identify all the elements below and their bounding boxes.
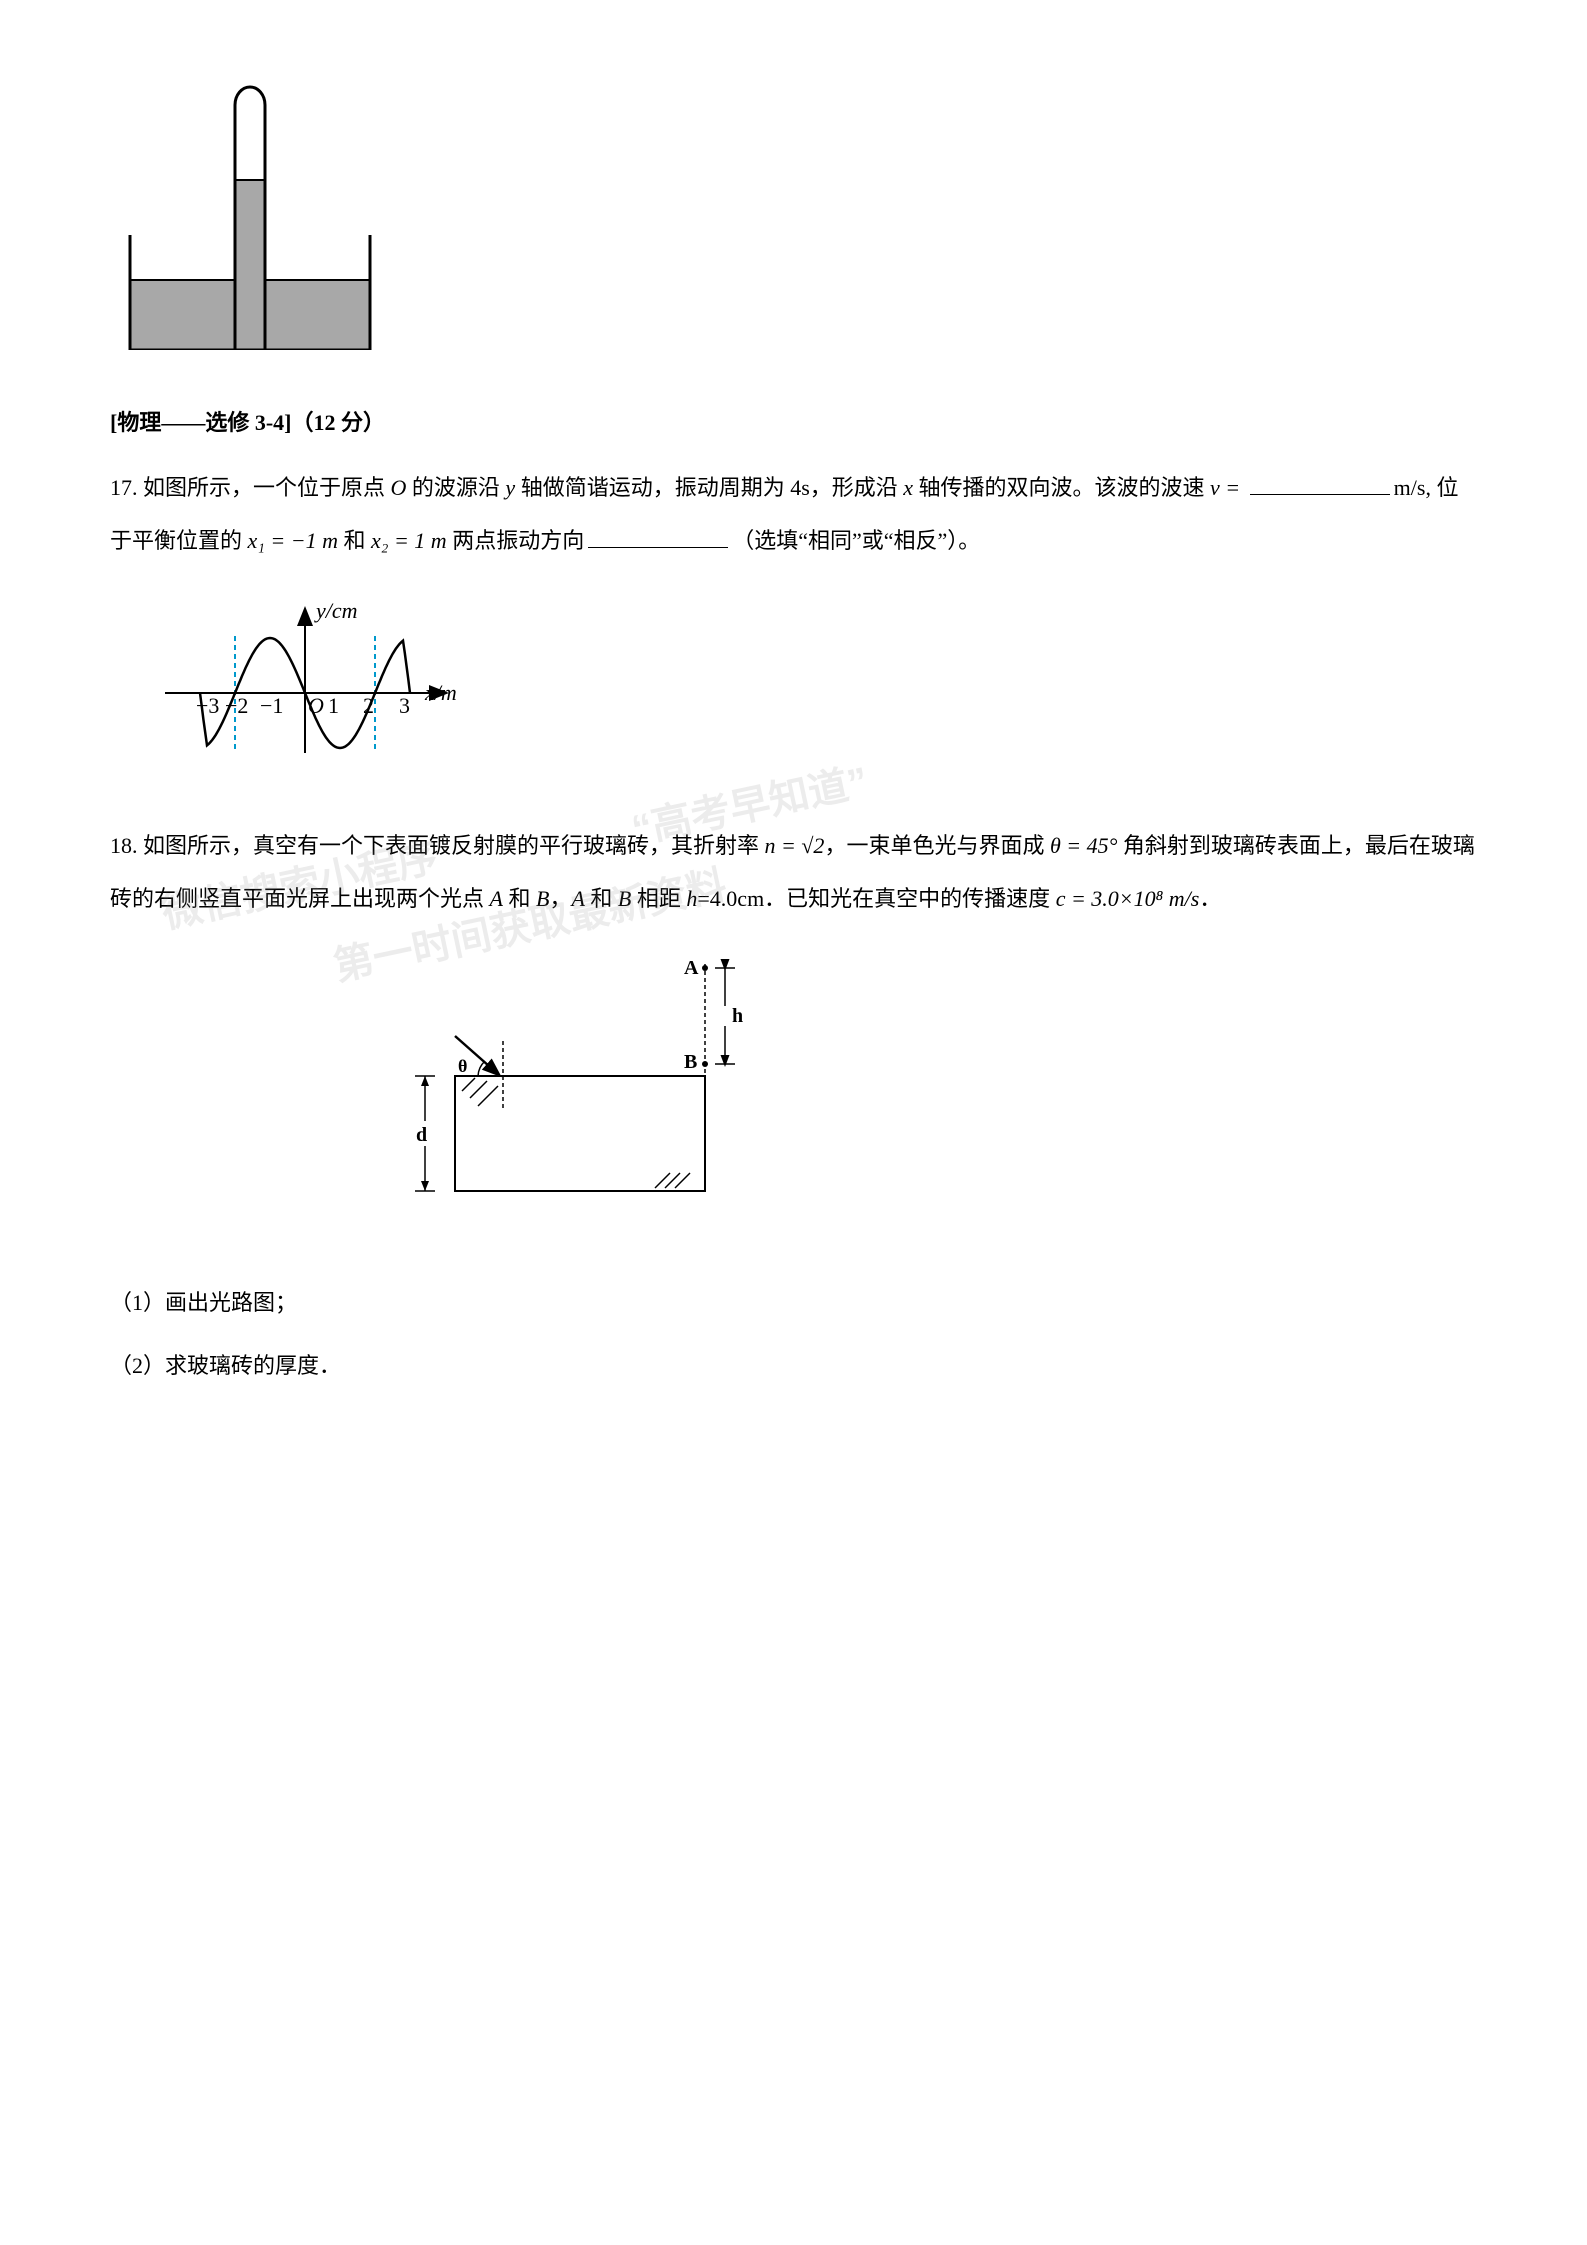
q18-p5: ， <box>549 886 571 911</box>
q18-theta: θ = 45° <box>1050 833 1117 858</box>
theta-label: θ <box>458 1056 467 1076</box>
section-header: [物理——选修 3-4]（12 分） <box>110 403 1477 443</box>
q17-p1: 如图所示，一个位于原点 <box>143 475 391 500</box>
q18-p6: 和 <box>585 886 618 911</box>
tick-2: 2 <box>363 693 374 718</box>
tick-3: 3 <box>399 693 410 718</box>
tick-neg3: −3 <box>196 693 219 718</box>
q17-p3: 轴做简谐运动，振动周期为 4s，形成沿 <box>515 475 903 500</box>
hatch-tl-3 <box>478 1086 498 1106</box>
tube-liquid <box>235 180 265 350</box>
glass-svg: θ A B h d <box>360 946 760 1226</box>
label-B: B <box>684 1051 697 1073</box>
section-header-text: [物理——选修 3-4]（12 分） <box>110 410 385 435</box>
q17-p7: 两点振动方向 <box>447 528 585 553</box>
blank-velocity[interactable] <box>1250 471 1390 495</box>
q17-text: 17. 如图所示，一个位于原点 O 的波源沿 y 轴做简谐运动，振动周期为 4s… <box>110 462 1477 568</box>
q17-O: O <box>391 475 407 500</box>
q18-p1: 如图所示，真空有一个下表面镀反射膜的平行玻璃砖，其折射率 <box>143 833 765 858</box>
question-17: 17. 如图所示，一个位于原点 O 的波源沿 y 轴做简谐运动，振动周期为 4s… <box>110 462 1477 568</box>
q18-p8: =4.0cm．已知光在真空中的传播速度 <box>697 886 1055 911</box>
x-axis-label: x/m <box>424 680 457 705</box>
q18-A2: A <box>571 886 584 911</box>
figure-glass-block: θ A B h d <box>360 946 1477 1239</box>
q18-B2: B <box>618 886 631 911</box>
origin-label: O <box>308 693 324 718</box>
tick-neg2: −2 <box>225 693 248 718</box>
q18-sub1: （1）画出光路图； <box>110 1279 1477 1327</box>
glass-block <box>455 1076 705 1191</box>
q18-h: h <box>686 886 697 911</box>
q18-container: “高考早知道” 微信搜索小程序 第一时间获取最新资料 18. 如图所示，真空有一… <box>110 820 1477 926</box>
question-18: 18. 如图所示，真空有一个下表面镀反射膜的平行玻璃砖，其折射率 n = √2，… <box>110 820 1477 926</box>
q17-p8: （选填“相同”或“相反”）。 <box>732 528 980 553</box>
y-axis-label: y/cm <box>314 598 358 623</box>
capillary-svg <box>110 80 390 350</box>
q18-n: n = √2 <box>765 833 825 858</box>
q17-x: x <box>903 475 913 500</box>
q18-text: 18. 如图所示，真空有一个下表面镀反射膜的平行玻璃砖，其折射率 n = √2，… <box>110 820 1477 926</box>
q17-number: 17. <box>110 475 138 500</box>
tick-neg1: −1 <box>260 693 283 718</box>
figure-capillary <box>110 80 1477 363</box>
hatch-tl-2 <box>470 1081 487 1098</box>
q18-number: 18. <box>110 833 138 858</box>
q18-c: c = 3.0×10⁸ m/s <box>1056 886 1200 911</box>
q18-A1: A <box>490 886 503 911</box>
q17-p2: 的波源沿 <box>406 475 505 500</box>
wave-svg: −3 −2 −1 1 2 3 O y/cm x/m <box>110 588 510 768</box>
q17-eq2: x₂ = 1 m <box>371 528 447 553</box>
hatch-tl-1 <box>462 1078 475 1091</box>
figure-wave: −3 −2 −1 1 2 3 O y/cm x/m <box>110 588 1477 781</box>
point-B <box>702 1061 708 1067</box>
q17-p4: 轴传播的双向波。该波的波速 <box>913 475 1210 500</box>
point-A <box>702 965 708 971</box>
label-A: A <box>684 957 699 979</box>
q18-p4: 和 <box>503 886 536 911</box>
q18-p2: ，一束单色光与界面成 <box>824 833 1050 858</box>
q17-eq1: x₁ = −1 m <box>248 528 339 553</box>
q17-p6: 和 <box>338 528 371 553</box>
q18-p9: ． <box>1199 886 1221 911</box>
q18-sub2-text: （2）求玻璃砖的厚度． <box>110 1353 341 1378</box>
d-arrowhead-top <box>421 1076 429 1086</box>
tube-cap <box>235 87 265 120</box>
q17-y: y <box>505 475 515 500</box>
label-d: d <box>416 1124 427 1146</box>
tick-1: 1 <box>328 693 339 718</box>
q18-p7: 相距 <box>631 886 686 911</box>
blank-direction[interactable] <box>588 524 728 548</box>
q18-sub1-text: （1）画出光路图； <box>110 1290 297 1315</box>
q18-sub2: （2）求玻璃砖的厚度． <box>110 1342 1477 1390</box>
q17-v: v = <box>1210 475 1246 500</box>
d-arrowhead-bot <box>421 1181 429 1191</box>
label-h: h <box>732 1005 743 1027</box>
q18-B1: B <box>536 886 549 911</box>
